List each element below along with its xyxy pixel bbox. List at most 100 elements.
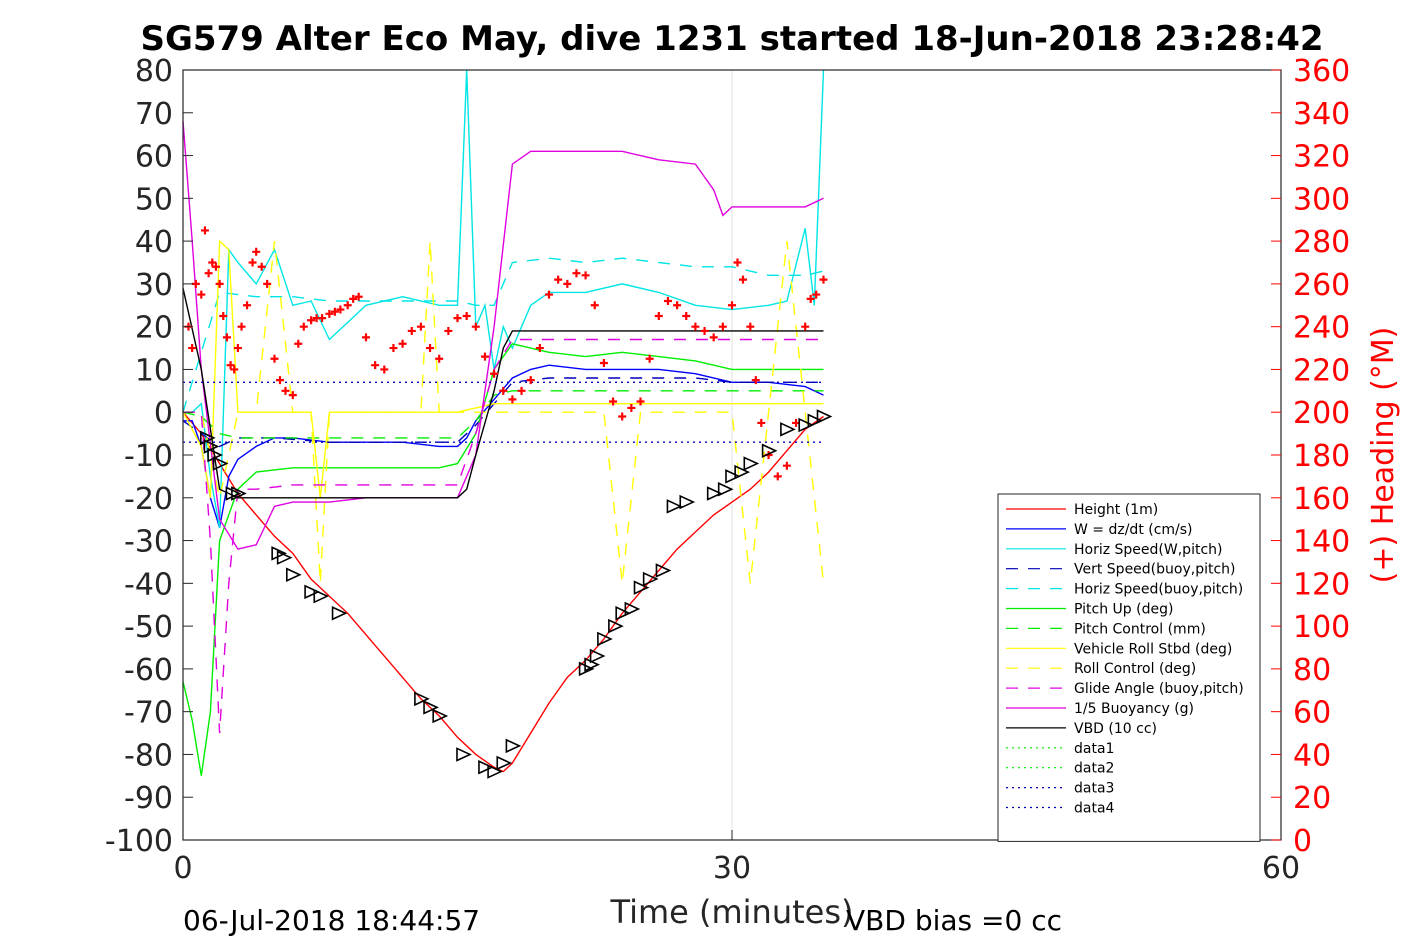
legend-label: Vehicle Roll Stbd (deg)	[1074, 641, 1232, 657]
heading-point	[237, 322, 246, 331]
heading-point	[599, 359, 608, 368]
heading-point	[318, 314, 327, 323]
left-tick-label: 60	[135, 140, 173, 175]
depth-marker	[597, 631, 613, 647]
heading-point	[275, 376, 284, 385]
heading-point	[416, 322, 425, 331]
heading-point	[728, 301, 736, 310]
left-tick-label: -70	[124, 696, 173, 731]
depth-marker	[717, 481, 734, 497]
heading-point	[200, 226, 209, 235]
heading-point	[398, 339, 407, 348]
left-tick-label: -20	[124, 482, 173, 517]
heading-point	[499, 386, 508, 395]
depth-marker	[807, 413, 824, 429]
depth-marker	[414, 691, 430, 707]
right-tick-label: 40	[1293, 738, 1331, 773]
depth-marker	[679, 494, 696, 510]
left-tick-label: -90	[124, 781, 173, 816]
legend-box	[997, 493, 1261, 842]
heading-point	[208, 258, 217, 267]
x-tick-label: 30	[713, 851, 751, 886]
heading-point	[609, 397, 618, 406]
right-tick-label: 280	[1293, 225, 1350, 260]
series-line-10	[182, 121, 824, 550]
right-tick-label: 240	[1293, 311, 1350, 346]
heading-point	[462, 311, 471, 320]
heading-point	[773, 472, 782, 481]
heading-point	[349, 294, 358, 303]
left-tick-label: 80	[135, 54, 173, 89]
heading-point	[444, 326, 453, 335]
heading-point	[508, 395, 517, 404]
heading-point	[572, 269, 581, 278]
left-tick-label: 70	[135, 97, 173, 132]
x-axis: 0 30 60	[173, 830, 1300, 886]
right-y-axis: 3603403203002802602402202001801601401201…	[1271, 54, 1350, 859]
right-tick-label: 60	[1293, 696, 1331, 731]
legend-label: VBD (10 cc)	[1074, 721, 1157, 737]
heading-point	[204, 269, 213, 278]
heading-point	[211, 262, 220, 271]
right-tick-label: 180	[1293, 439, 1350, 474]
heading-point	[806, 294, 815, 303]
right-tick-label: 160	[1293, 482, 1350, 517]
left-tick-label: -60	[124, 653, 173, 688]
heading-point	[299, 322, 308, 331]
series-line-9	[183, 338, 824, 734]
legend-label: W = dz/dt (cm/s)	[1074, 522, 1193, 538]
depth-marker	[816, 409, 833, 424]
heading-point	[618, 412, 627, 421]
heading-point	[288, 391, 297, 400]
heading-point	[215, 279, 224, 288]
x-tick-label: 0	[173, 851, 192, 886]
heading-point	[219, 311, 228, 320]
series-line-6	[182, 390, 824, 439]
right-tick-label: 80	[1293, 653, 1331, 688]
heading-point	[330, 307, 339, 316]
heading-point	[336, 305, 345, 314]
heading-point	[636, 397, 645, 406]
right-tick-label: 360	[1293, 54, 1350, 89]
heading-point	[746, 322, 755, 331]
heading-point	[243, 301, 252, 310]
heading-point	[263, 279, 272, 288]
depth-marker	[487, 764, 504, 779]
legend-label: Height (1m)	[1074, 502, 1158, 518]
series-line-0	[182, 411, 824, 773]
x-tick-label: 60	[1262, 851, 1300, 886]
depth-marker	[432, 708, 449, 724]
depth-marker	[798, 417, 815, 433]
legend-label: data4	[1074, 801, 1115, 817]
legend-label: 1/5 Buoyancy (g)	[1074, 701, 1194, 717]
right-axis-label: (+) Heading (°M)	[1366, 327, 1401, 584]
left-tick-label: 40	[135, 225, 173, 260]
heading-point	[230, 365, 239, 374]
heading-point	[819, 275, 828, 284]
heading-point	[426, 344, 435, 353]
right-tick-label: 100	[1293, 610, 1350, 645]
left-tick-label: -30	[124, 525, 173, 560]
series-line-5	[182, 343, 824, 776]
right-tick-label: 20	[1293, 781, 1331, 816]
heading-point	[294, 339, 303, 348]
heading-point	[535, 344, 544, 353]
legend-label: Pitch Up (deg)	[1074, 602, 1173, 618]
depth-marker	[608, 618, 624, 634]
heading-point	[490, 369, 499, 378]
heading-point	[645, 354, 654, 363]
right-tick-label: 220	[1293, 353, 1350, 388]
heading-point	[407, 326, 416, 335]
heading-point	[226, 361, 235, 370]
depth-marker	[743, 456, 760, 471]
right-tick-label: 260	[1293, 268, 1350, 303]
depth-marker	[666, 499, 683, 514]
left-y-axis: 80 70 60 50 40 30 20 10 0 -10 -20 -30 -40 -50 -60 -70 -8…	[105, 54, 193, 859]
depth-marker	[225, 486, 242, 501]
depth-triangle-markers	[199, 409, 833, 779]
depth-marker	[589, 648, 606, 664]
heading-point	[188, 344, 197, 353]
heading-point	[389, 344, 398, 353]
left-tick-label: 30	[135, 268, 173, 303]
